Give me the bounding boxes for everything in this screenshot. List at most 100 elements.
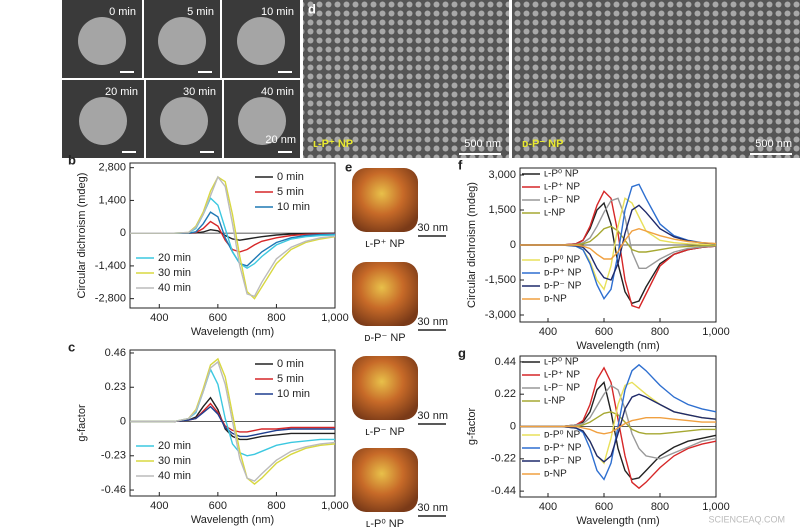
panel-label: d bbox=[308, 1, 316, 16]
legend-label: 30 min bbox=[158, 267, 191, 279]
x-axis-title: Wavelength (nm) bbox=[576, 340, 659, 352]
x-tick-label: 600 bbox=[209, 312, 227, 324]
legend-label: 40 min bbox=[158, 282, 191, 294]
x-tick-label: 400 bbox=[150, 312, 168, 324]
sem-image bbox=[512, 0, 800, 158]
sample-label: ʟ-P⁰ NP bbox=[366, 518, 404, 530]
panel-label: e bbox=[345, 159, 352, 174]
y-axis-title: g-factor bbox=[76, 404, 88, 442]
legend-label: 0 min bbox=[277, 358, 304, 370]
y-tick-label: 0 bbox=[510, 420, 516, 432]
legend-label: ʟ-P⁺ NP bbox=[544, 370, 580, 381]
x-tick-label: 400 bbox=[539, 501, 557, 513]
x-tick-label: 600 bbox=[595, 326, 613, 338]
panel-label: b bbox=[68, 152, 76, 167]
legend-label: 20 min bbox=[158, 440, 191, 452]
time-label: 10 min bbox=[261, 6, 294, 18]
y-tick-label: -3,000 bbox=[485, 309, 516, 321]
time-label: 40 min bbox=[261, 86, 294, 98]
legend-label: 20 min bbox=[158, 252, 191, 264]
y-tick-label: 0.46 bbox=[105, 347, 126, 359]
y-tick-label: -2,800 bbox=[95, 293, 126, 305]
x-tick-label: 800 bbox=[651, 326, 669, 338]
particle bbox=[158, 17, 206, 65]
legend-label: 10 min bbox=[277, 201, 310, 213]
x-tick-label: 400 bbox=[150, 500, 168, 512]
y-tick-label: 0.23 bbox=[105, 381, 126, 393]
y-tick-label: 1,400 bbox=[98, 194, 126, 206]
legend-label: ᴅ-P⁻ NP bbox=[544, 281, 582, 292]
x-tick-label: 1,000 bbox=[702, 501, 730, 513]
y-axis-title: Circular dichroism (mdeg) bbox=[76, 173, 88, 299]
scale-label: 30 nm bbox=[417, 222, 448, 234]
y-tick-label: 0 bbox=[120, 415, 126, 427]
x-tick-label: 600 bbox=[209, 500, 227, 512]
x-axis-title: Wavelength (nm) bbox=[191, 514, 274, 526]
sample-label: ʟ-P⁺ NP bbox=[313, 138, 353, 150]
x-axis-title: Wavelength (nm) bbox=[191, 326, 274, 338]
np-render bbox=[352, 168, 418, 232]
time-label: 20 min bbox=[105, 86, 138, 98]
legend-label: ᴅ-P⁺ NP bbox=[544, 443, 582, 454]
y-tick-label: -0.22 bbox=[491, 453, 516, 465]
legend-label: ᴅ-P⁰ NP bbox=[544, 255, 581, 266]
y-tick-label: 2,800 bbox=[98, 162, 126, 174]
time-label: 30 min bbox=[183, 86, 216, 98]
sample-label: ʟ-P⁺ NP bbox=[365, 238, 405, 250]
x-tick-label: 800 bbox=[267, 312, 285, 324]
panel-label: c bbox=[68, 339, 75, 354]
np-render bbox=[352, 448, 418, 512]
y-tick-label: 1,500 bbox=[488, 204, 516, 216]
legend-label: ʟ-P⁰ NP bbox=[544, 357, 579, 368]
legend-label: ᴅ-NP bbox=[544, 469, 567, 480]
y-tick-label: 0.22 bbox=[495, 388, 516, 400]
time-label: 5 min bbox=[187, 6, 214, 18]
panel-label: f bbox=[458, 157, 463, 172]
legend-label: ᴅ-P⁻ NP bbox=[544, 456, 582, 467]
y-tick-label: -0.23 bbox=[101, 450, 126, 462]
series-line bbox=[130, 360, 336, 482]
legend-label: 30 min bbox=[158, 455, 191, 467]
legend-label: ᴅ-NP bbox=[544, 294, 567, 305]
legend-label: 5 min bbox=[277, 186, 304, 198]
scale-label: 30 nm bbox=[417, 410, 448, 422]
y-tick-label: 0.44 bbox=[495, 356, 516, 368]
particle bbox=[78, 17, 126, 65]
legend-label: 5 min bbox=[277, 373, 304, 385]
scale-label: 500 nm bbox=[755, 138, 792, 150]
y-tick-label: 3,000 bbox=[488, 169, 516, 181]
y-tick-label: -1,500 bbox=[485, 274, 516, 286]
sample-label: ʟ-P⁻ NP bbox=[365, 426, 405, 438]
plot-frame bbox=[129, 349, 336, 497]
legend-label: ᴅ-P⁰ NP bbox=[544, 430, 581, 441]
legend-label: 10 min bbox=[277, 388, 310, 400]
legend-label: 0 min bbox=[277, 171, 304, 183]
series-line bbox=[520, 227, 717, 260]
particle bbox=[79, 97, 127, 145]
legend-label: ʟ-P⁺ NP bbox=[544, 182, 580, 193]
y-tick-label: -0.44 bbox=[491, 485, 516, 497]
x-axis-title: Wavelength (nm) bbox=[576, 515, 659, 527]
np-render bbox=[352, 356, 418, 420]
legend-label: ᴅ-P⁺ NP bbox=[544, 268, 582, 279]
x-tick-label: 400 bbox=[539, 326, 557, 338]
np-render bbox=[352, 262, 418, 326]
sample-label: ᴅ-P⁻ NP bbox=[364, 332, 405, 344]
sample-label: ᴅ-P⁻ NP bbox=[522, 138, 563, 150]
time-label: 0 min bbox=[109, 6, 136, 18]
series-line bbox=[130, 175, 336, 298]
y-tick-label: -1,400 bbox=[95, 260, 126, 272]
x-tick-label: 800 bbox=[651, 501, 669, 513]
x-tick-label: 1,000 bbox=[321, 500, 349, 512]
y-axis-title: Circular dichroism (mdeg) bbox=[466, 182, 478, 308]
legend-label: ʟ-NP bbox=[544, 208, 566, 219]
scale-label: 30 nm bbox=[417, 502, 448, 514]
y-tick-label: 0 bbox=[120, 227, 126, 239]
scale-label: 20 nm bbox=[265, 134, 296, 146]
y-tick-label: -0.46 bbox=[101, 484, 126, 496]
legend-label: ʟ-P⁰ NP bbox=[544, 169, 579, 180]
series-line bbox=[520, 417, 716, 435]
sem-image bbox=[303, 0, 509, 158]
panel-label: g bbox=[458, 345, 466, 360]
